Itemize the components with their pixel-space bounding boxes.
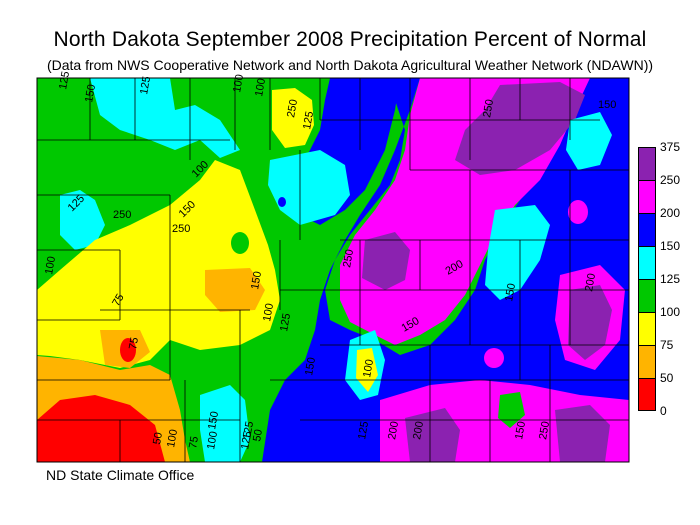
region-magenta-spot [568, 200, 588, 224]
contour-label: 75 [187, 435, 201, 449]
legend-swatch [638, 246, 656, 279]
legend-swatch [638, 180, 656, 213]
legend-swatch [638, 345, 656, 378]
region-blue-spot [278, 197, 286, 207]
contour-label: 250 [113, 209, 131, 221]
legend-label: 200 [660, 206, 681, 220]
contour-label: 150 [83, 83, 98, 103]
region-purple-center [362, 232, 410, 290]
region-purple-ne [455, 82, 585, 175]
legend-swatch [638, 213, 656, 246]
contour-label: 150 [206, 410, 221, 430]
contour-label: 150 [598, 99, 616, 111]
legend-swatch [638, 312, 656, 345]
contour-label: 75 [127, 336, 141, 350]
contour-label: 125 [301, 110, 316, 130]
map-title: North Dakota September 2008 Precipitatio… [53, 28, 647, 51]
region-orange-center [205, 268, 265, 312]
contour-label: 250 [285, 98, 300, 118]
map-subtitle: (Data from NWS Cooperative Network and N… [46, 57, 654, 73]
region-purple-se2 [555, 405, 610, 462]
region-cyan-south [200, 385, 250, 462]
region-purple-se [405, 408, 460, 462]
region-magenta-spot2 [484, 348, 504, 368]
legend-swatch [638, 378, 656, 411]
contour-label: 125 [356, 420, 371, 440]
contour-label: 200 [583, 272, 598, 292]
region-cyan-ne [566, 112, 612, 170]
footer-credit: ND State Climate Office [46, 467, 195, 483]
region-purple-east [568, 285, 612, 360]
contour-label: 100 [205, 430, 220, 450]
region-red-sw [37, 395, 165, 462]
contour-label: 250 [341, 248, 356, 268]
contour-label: 250 [172, 223, 190, 235]
contour-label: 125 [241, 420, 256, 440]
region-cyan-west [60, 190, 105, 250]
legend-label: 50 [660, 371, 674, 385]
legend-label: 125 [660, 272, 681, 286]
contour-label: 100 [361, 358, 376, 378]
region-green-se [498, 392, 525, 428]
contour-label: 250 [481, 98, 496, 118]
contour-label: 100 [43, 255, 58, 275]
legend-label: 0 [660, 404, 667, 418]
region-green-spot [231, 232, 249, 254]
contour-label: 200 [386, 420, 401, 440]
contour-label: 200 [411, 420, 426, 440]
legend-label: 375 [660, 140, 681, 154]
contour-label: 50 [151, 431, 165, 445]
region-yellow-center-south [356, 348, 378, 392]
legend-label: 250 [660, 173, 681, 187]
contour-label: 50 [251, 428, 265, 442]
legend-label: 75 [660, 338, 674, 352]
legend-swatch [638, 279, 656, 312]
contour-label: 150 [303, 356, 318, 376]
contour-label: 100 [253, 77, 268, 97]
contour-label: 125 [278, 312, 293, 332]
region-red-spot [120, 338, 136, 362]
contour-label: 150 [503, 282, 518, 302]
region-cyan-central [268, 150, 350, 225]
contour-label: 150 [513, 420, 528, 440]
legend-label: 150 [660, 239, 681, 253]
contour-label: 75 [110, 292, 127, 309]
contour-label: 125 [239, 430, 254, 450]
contour-label: 125 [138, 75, 153, 95]
region-cyan-north [90, 78, 240, 158]
contour-label: 125 [57, 70, 72, 90]
contour-label: 250 [537, 420, 552, 440]
legend-label: 100 [660, 305, 681, 319]
region-cyan-east [485, 205, 550, 300]
contour-label: 100 [261, 302, 276, 322]
contour-label: 100 [165, 428, 180, 448]
region-yellow-central [37, 160, 280, 368]
region-yellow-north [272, 88, 314, 148]
contour-label: 100 [231, 73, 246, 93]
contour-label: 150 [249, 270, 264, 290]
